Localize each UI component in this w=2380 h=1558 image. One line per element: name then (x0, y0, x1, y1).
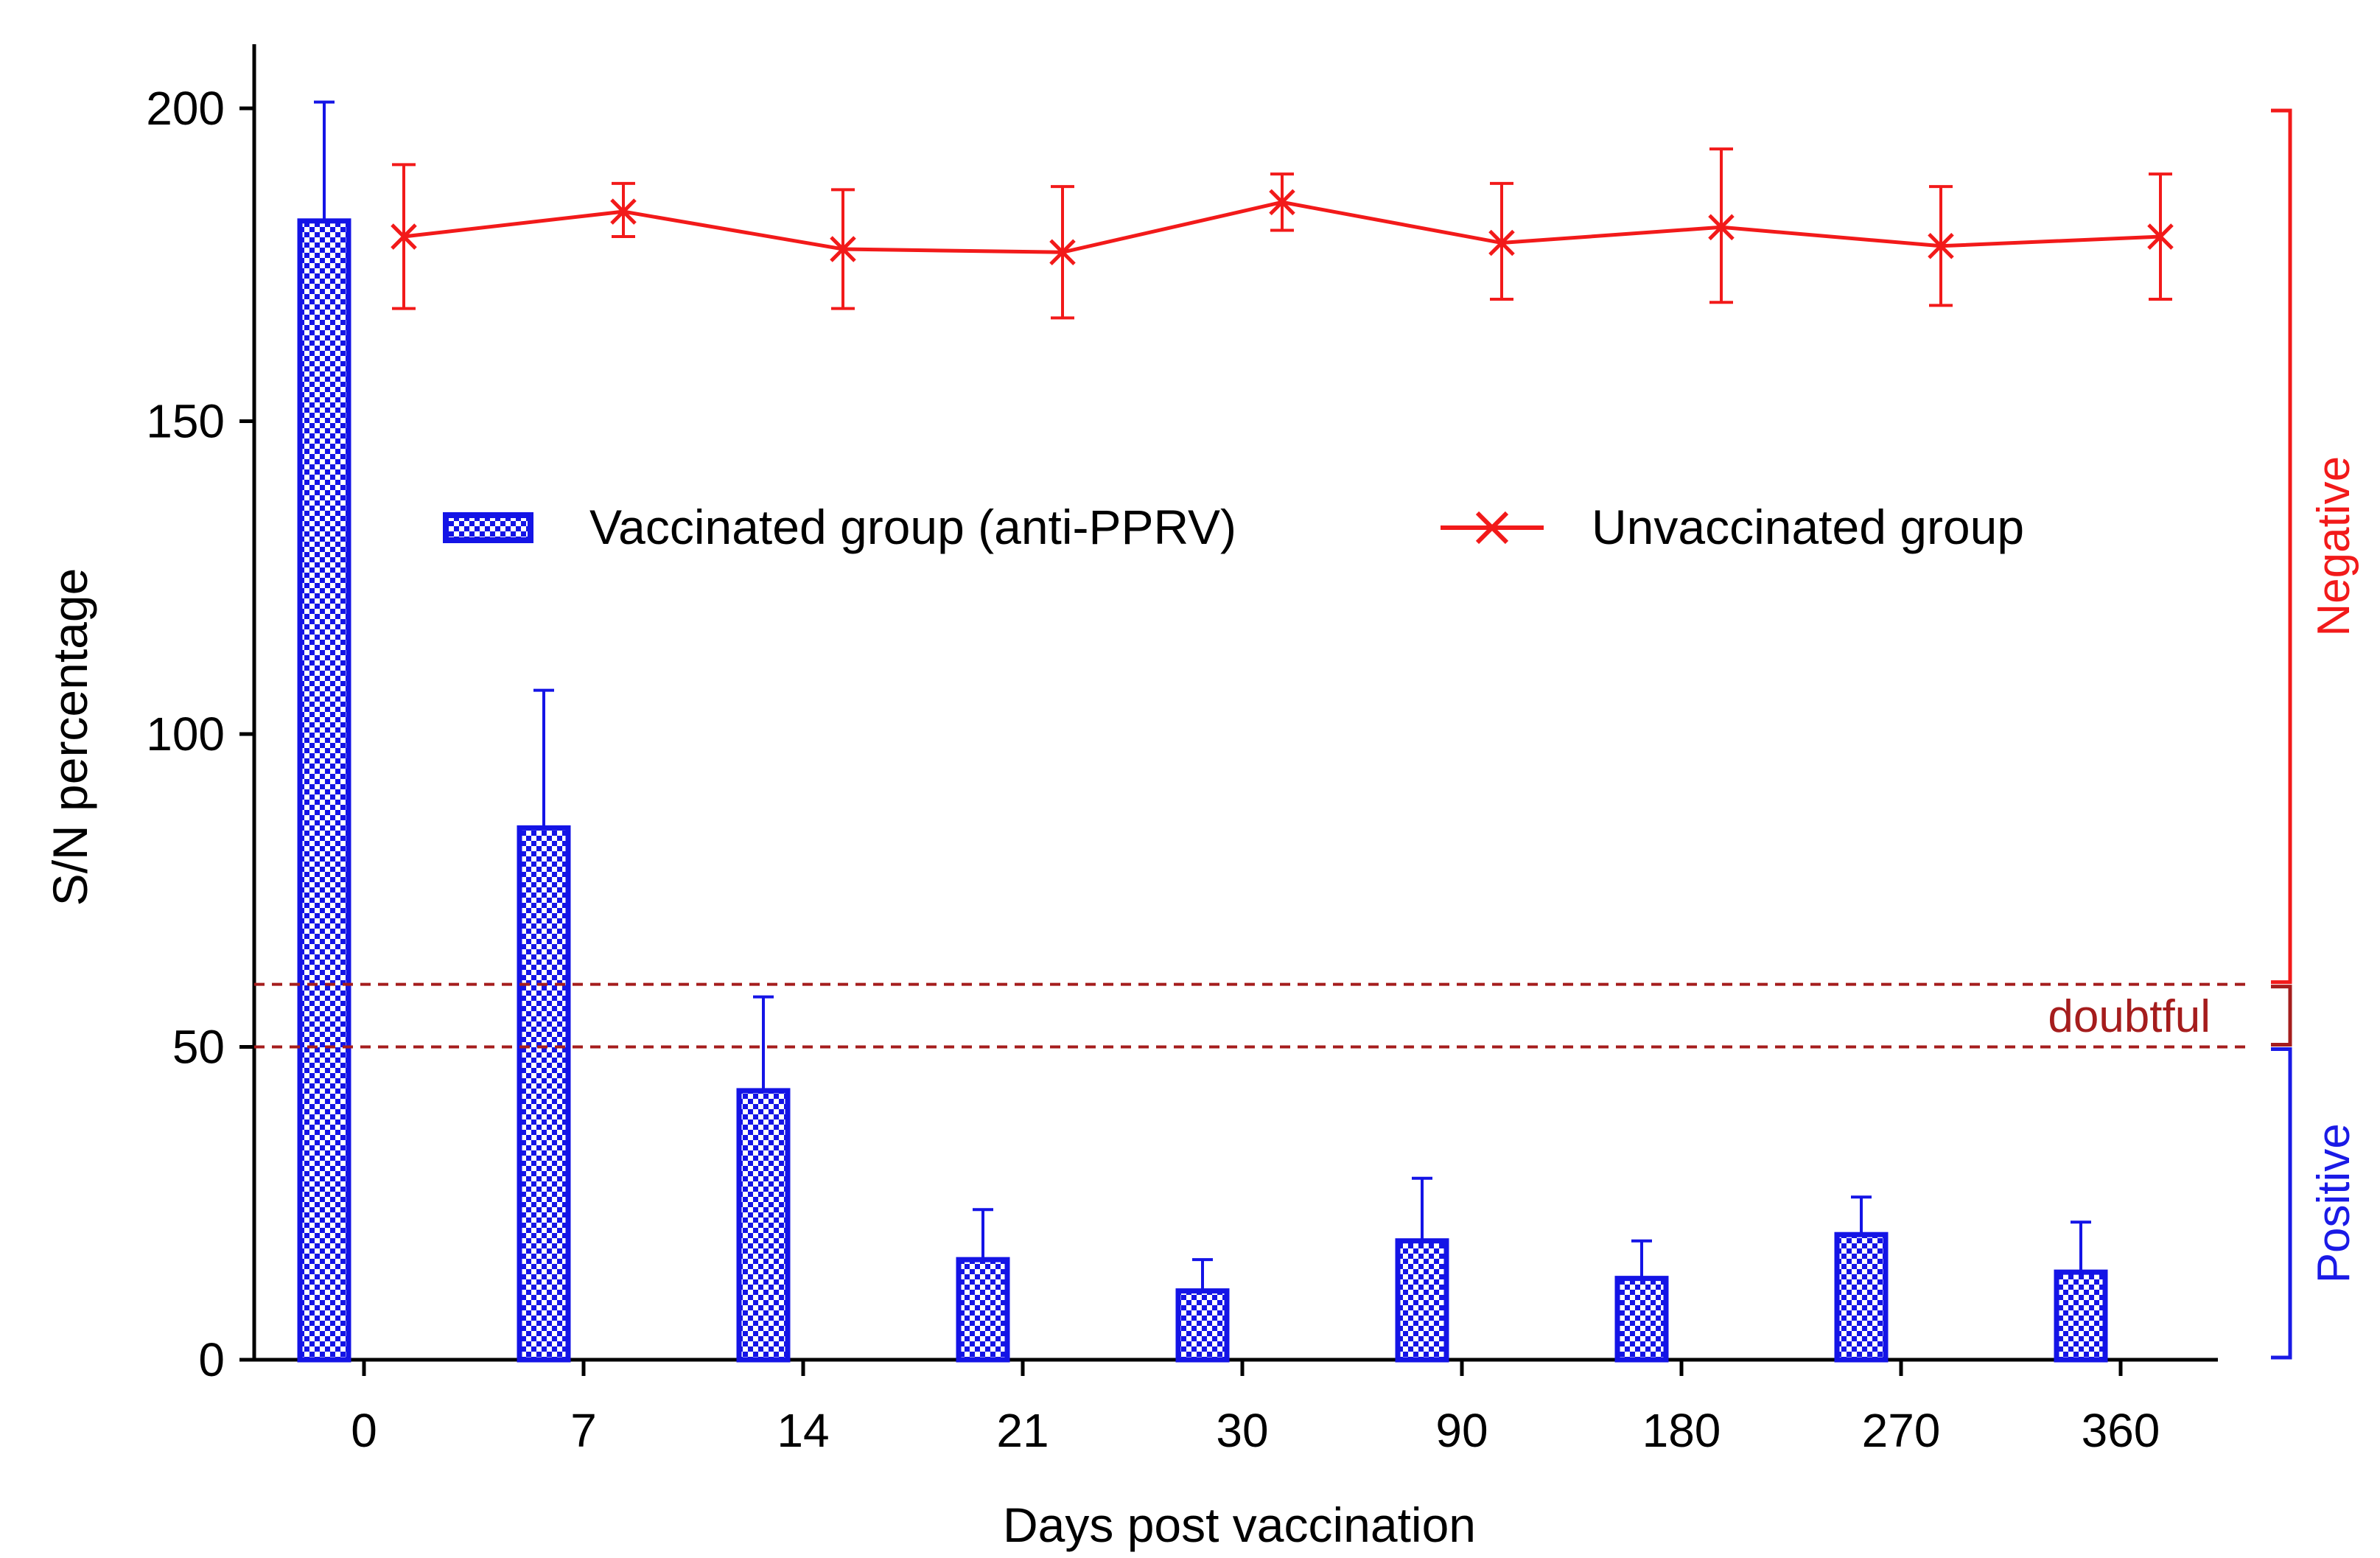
data-point-marker (2147, 223, 2174, 250)
range-label: Positive (2309, 1123, 2359, 1283)
x-tick-label: 360 (2082, 1404, 2160, 1457)
y-tick-label: 150 (146, 395, 225, 448)
x-tick-label: 14 (777, 1404, 829, 1457)
x-axis-title: Days post vaccination (1003, 1498, 1476, 1552)
legend: Vaccinated group (anti-PPRV) Unvaccinate… (443, 500, 2024, 554)
bar (736, 1088, 791, 1363)
data-point-marker (1488, 229, 1515, 256)
range-bracket (2271, 1047, 2292, 1360)
range-label: Negative (2309, 456, 2359, 637)
x-tick-label: 180 (1642, 1404, 1721, 1457)
bar (1834, 1232, 1889, 1363)
bar (517, 825, 571, 1363)
data-point-marker (1928, 233, 1954, 259)
range-bracket (2271, 985, 2292, 1047)
data-point-marker (391, 223, 417, 250)
x-tick-label: 7 (570, 1404, 597, 1457)
y-tick-label: 0 (198, 1333, 225, 1386)
y-tick-label: 100 (146, 708, 225, 761)
bar (1175, 1288, 1230, 1363)
range-bracket (2271, 108, 2292, 985)
y-axis-title: S/N percentage (43, 568, 97, 906)
bar (956, 1257, 1010, 1363)
x-tick-label: 0 (351, 1404, 377, 1457)
data-point-marker (610, 198, 637, 225)
bar (297, 218, 351, 1363)
data-point-marker (1049, 239, 1076, 266)
x-tick-label: 270 (1862, 1404, 1941, 1457)
x-tick-label: 90 (1435, 1404, 1488, 1457)
x-tick-label: 21 (996, 1404, 1049, 1457)
x-tick-label: 30 (1216, 1404, 1268, 1457)
legend-x-marker (1475, 511, 1509, 545)
y-tick-label: 50 (172, 1021, 225, 1074)
range-label: doubtful (2048, 991, 2211, 1042)
legend-label-unvaccinated: Unvaccinated group (1592, 500, 2024, 554)
data-point-marker (830, 236, 856, 262)
legend-bar-swatch (443, 512, 533, 543)
legend-label-vaccinated: Vaccinated group (anti-PPRV) (589, 500, 1236, 554)
y-tick-label: 200 (146, 82, 225, 135)
data-point-marker (1269, 189, 1295, 216)
bar (1395, 1238, 1449, 1363)
data-point-marker (1708, 214, 1735, 241)
bar (2054, 1269, 2108, 1363)
bar (1614, 1276, 1669, 1363)
